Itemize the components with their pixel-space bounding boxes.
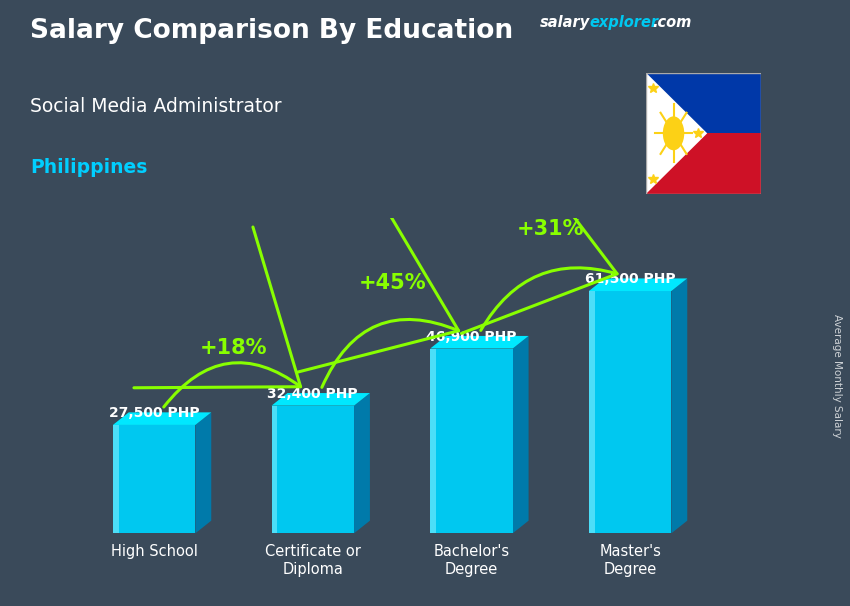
Polygon shape xyxy=(113,412,212,425)
Polygon shape xyxy=(672,278,688,533)
Polygon shape xyxy=(430,336,529,348)
Bar xyxy=(589,291,595,533)
Bar xyxy=(646,73,761,133)
Polygon shape xyxy=(646,73,707,194)
FancyArrowPatch shape xyxy=(462,141,617,333)
Polygon shape xyxy=(271,393,370,405)
Bar xyxy=(430,348,436,533)
Text: Philippines: Philippines xyxy=(30,158,147,176)
Text: 32,400 PHP: 32,400 PHP xyxy=(268,387,358,401)
Bar xyxy=(430,348,513,533)
Text: Social Media Administrator: Social Media Administrator xyxy=(30,97,281,116)
Bar xyxy=(271,405,354,533)
Text: 27,500 PHP: 27,500 PHP xyxy=(109,406,200,420)
Polygon shape xyxy=(196,412,212,533)
Text: +31%: +31% xyxy=(517,219,585,239)
Text: 46,900 PHP: 46,900 PHP xyxy=(426,330,517,344)
Bar xyxy=(113,425,119,533)
Text: Average Monthly Salary: Average Monthly Salary xyxy=(832,314,842,438)
Polygon shape xyxy=(354,393,370,533)
Bar xyxy=(271,405,277,533)
Bar xyxy=(113,425,196,533)
Text: salary: salary xyxy=(540,15,590,30)
Bar xyxy=(646,133,761,194)
Text: 61,500 PHP: 61,500 PHP xyxy=(585,272,676,286)
Text: +45%: +45% xyxy=(359,273,426,293)
Text: +18%: +18% xyxy=(200,338,267,358)
FancyArrowPatch shape xyxy=(298,187,459,387)
Bar xyxy=(589,291,672,533)
Polygon shape xyxy=(513,336,529,533)
Polygon shape xyxy=(589,278,688,291)
Text: .com: .com xyxy=(653,15,692,30)
Text: Salary Comparison By Education: Salary Comparison By Education xyxy=(30,18,513,44)
FancyArrowPatch shape xyxy=(134,227,301,407)
Text: explorer: explorer xyxy=(589,15,658,30)
Circle shape xyxy=(663,116,684,150)
